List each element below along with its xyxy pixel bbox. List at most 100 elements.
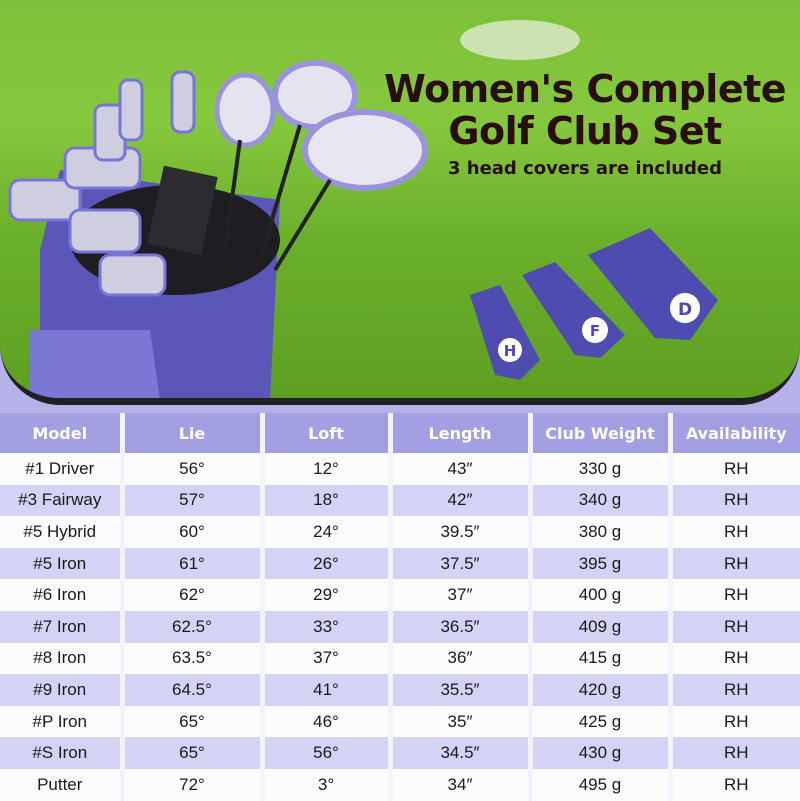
table-row: #1 Driver 56° 12° 43″ 330 g RH <box>0 453 800 485</box>
table-row: Putter 72° 3° 34″ 495 g RH <box>0 768 800 801</box>
column-header: Availability <box>667 413 800 453</box>
table-cell: 39.5″ <box>387 516 530 548</box>
table-cell: #5 Iron <box>0 547 122 580</box>
table-cell: 63.5° <box>119 642 262 675</box>
table-header-row: Model Lie Loft Length Club Weight Availabilit… <box>0 413 800 453</box>
table-cell: 3° <box>259 768 390 801</box>
table-cell: 62.5° <box>119 610 262 643</box>
table-cell: 37.5″ <box>387 547 530 580</box>
golf-bag-illustration: H F D <box>8 20 718 398</box>
table-row: #3 Fairway 57° 18° 42″ 340 g RH <box>0 484 800 517</box>
table-cell: 425 g <box>527 705 670 738</box>
title-line-2: Golf Club Set <box>448 109 722 153</box>
table-cell: 43″ <box>387 453 530 485</box>
subtitle: 3 head covers are included <box>447 158 723 179</box>
table-cell: 57° <box>119 484 262 517</box>
table-cell: 415 g <box>527 642 670 675</box>
table-cell: #7 Iron <box>0 610 122 643</box>
table-cell: 65° <box>119 737 262 769</box>
table-cell: 380 g <box>527 516 670 548</box>
table-row: #6 Iron 62° 29° 37″ 400 g RH <box>0 579 800 611</box>
bag-divider <box>147 165 218 256</box>
table-cell: 36″ <box>387 642 530 675</box>
table-cell: 395 g <box>527 547 670 580</box>
head-cover-f-letter: F <box>590 322 600 340</box>
head-cover-h-letter: H <box>504 342 517 360</box>
specs-table: Model Lie Loft Length Club Weight Availabilit… <box>0 413 800 801</box>
table-cell: #P Iron <box>0 705 122 738</box>
table-cell: 60° <box>119 516 262 548</box>
title-line-1: Women's Complete <box>383 67 787 111</box>
table-cell: RH <box>667 610 800 643</box>
table-cell: 33° <box>259 610 390 643</box>
table-cell: 330 g <box>527 453 670 485</box>
table-cell: 34.5″ <box>387 737 530 769</box>
table-cell: #8 Iron <box>0 642 122 675</box>
table-cell: RH <box>667 768 800 801</box>
table-cell: #5 Hybrid <box>0 516 122 548</box>
table-cell: 409 g <box>527 610 670 643</box>
table-cell: 37″ <box>387 579 530 611</box>
table-cell: 62° <box>119 579 262 611</box>
wood-heads <box>214 60 428 272</box>
column-header: Lie <box>119 413 262 453</box>
table-cell: 46° <box>259 705 390 738</box>
table-cell: RH <box>667 705 800 738</box>
table-cell: Putter <box>0 768 122 801</box>
column-header: Model <box>0 413 122 453</box>
table-cell: 35.5″ <box>387 674 530 706</box>
table-cell: 56° <box>119 453 262 485</box>
product-hero: H F D Women's Complete Golf Club Set 3 h… <box>0 0 800 405</box>
table-cell: 37° <box>259 642 390 675</box>
table-cell: 400 g <box>527 579 670 611</box>
golfer-shoes <box>460 20 580 60</box>
table-cell: 18° <box>259 484 390 517</box>
column-header: Club Weight <box>527 413 670 453</box>
table-cell: #S Iron <box>0 737 122 769</box>
table-cell: 34″ <box>387 768 530 801</box>
table-cell: 26° <box>259 547 390 580</box>
table-row: #7 Iron 62.5° 33° 36.5″ 409 g RH <box>0 610 800 643</box>
table-cell: RH <box>667 642 800 675</box>
table-cell: #6 Iron <box>0 579 122 611</box>
table-row: #8 Iron 63.5° 37° 36″ 415 g RH <box>0 642 800 675</box>
table-cell: RH <box>667 579 800 611</box>
table-cell: 495 g <box>527 768 670 801</box>
table-cell: 36.5″ <box>387 610 530 643</box>
table-cell: 340 g <box>527 484 670 517</box>
table-cell: RH <box>667 484 800 517</box>
table-cell: 42″ <box>387 484 530 517</box>
table-cell: 420 g <box>527 674 670 706</box>
table-row: #9 Iron 64.5° 41° 35.5″ 420 g RH <box>0 674 800 706</box>
table-cell: 72° <box>119 768 262 801</box>
table-cell: 12° <box>259 453 390 485</box>
table-row: #5 Hybrid 60° 24° 39.5″ 380 g RH <box>0 516 800 548</box>
table-cell: 35″ <box>387 705 530 738</box>
table-cell: #9 Iron <box>0 674 122 706</box>
table-cell: #1 Driver <box>0 453 122 485</box>
table-cell: #3 Fairway <box>0 484 122 517</box>
table-row: #5 Iron 61° 26° 37.5″ 395 g RH <box>0 547 800 580</box>
table-cell: RH <box>667 547 800 580</box>
table-cell: RH <box>667 453 800 485</box>
table-row: #P Iron 65° 46° 35″ 425 g RH <box>0 705 800 738</box>
iron-heads <box>8 70 196 297</box>
table-cell: 24° <box>259 516 390 548</box>
table-cell: 61° <box>119 547 262 580</box>
table-cell: RH <box>667 737 800 769</box>
table-cell: 64.5° <box>119 674 262 706</box>
table-row: #S Iron 65° 56° 34.5″ 430 g RH <box>0 737 800 769</box>
bag-pocket <box>30 330 160 398</box>
table-cell: RH <box>667 516 800 548</box>
table-cell: 65° <box>119 705 262 738</box>
table-cell: 56° <box>259 737 390 769</box>
table-cell: 41° <box>259 674 390 706</box>
column-header: Length <box>387 413 530 453</box>
table-cell: RH <box>667 674 800 706</box>
head-cover-d-letter: D <box>678 300 692 320</box>
table-cell: 430 g <box>527 737 670 769</box>
table-cell: 29° <box>259 579 390 611</box>
column-header: Loft <box>259 413 390 453</box>
title-block: Women's Complete Golf Club Set 3 head co… <box>380 68 790 179</box>
head-covers: H F D <box>470 228 718 380</box>
